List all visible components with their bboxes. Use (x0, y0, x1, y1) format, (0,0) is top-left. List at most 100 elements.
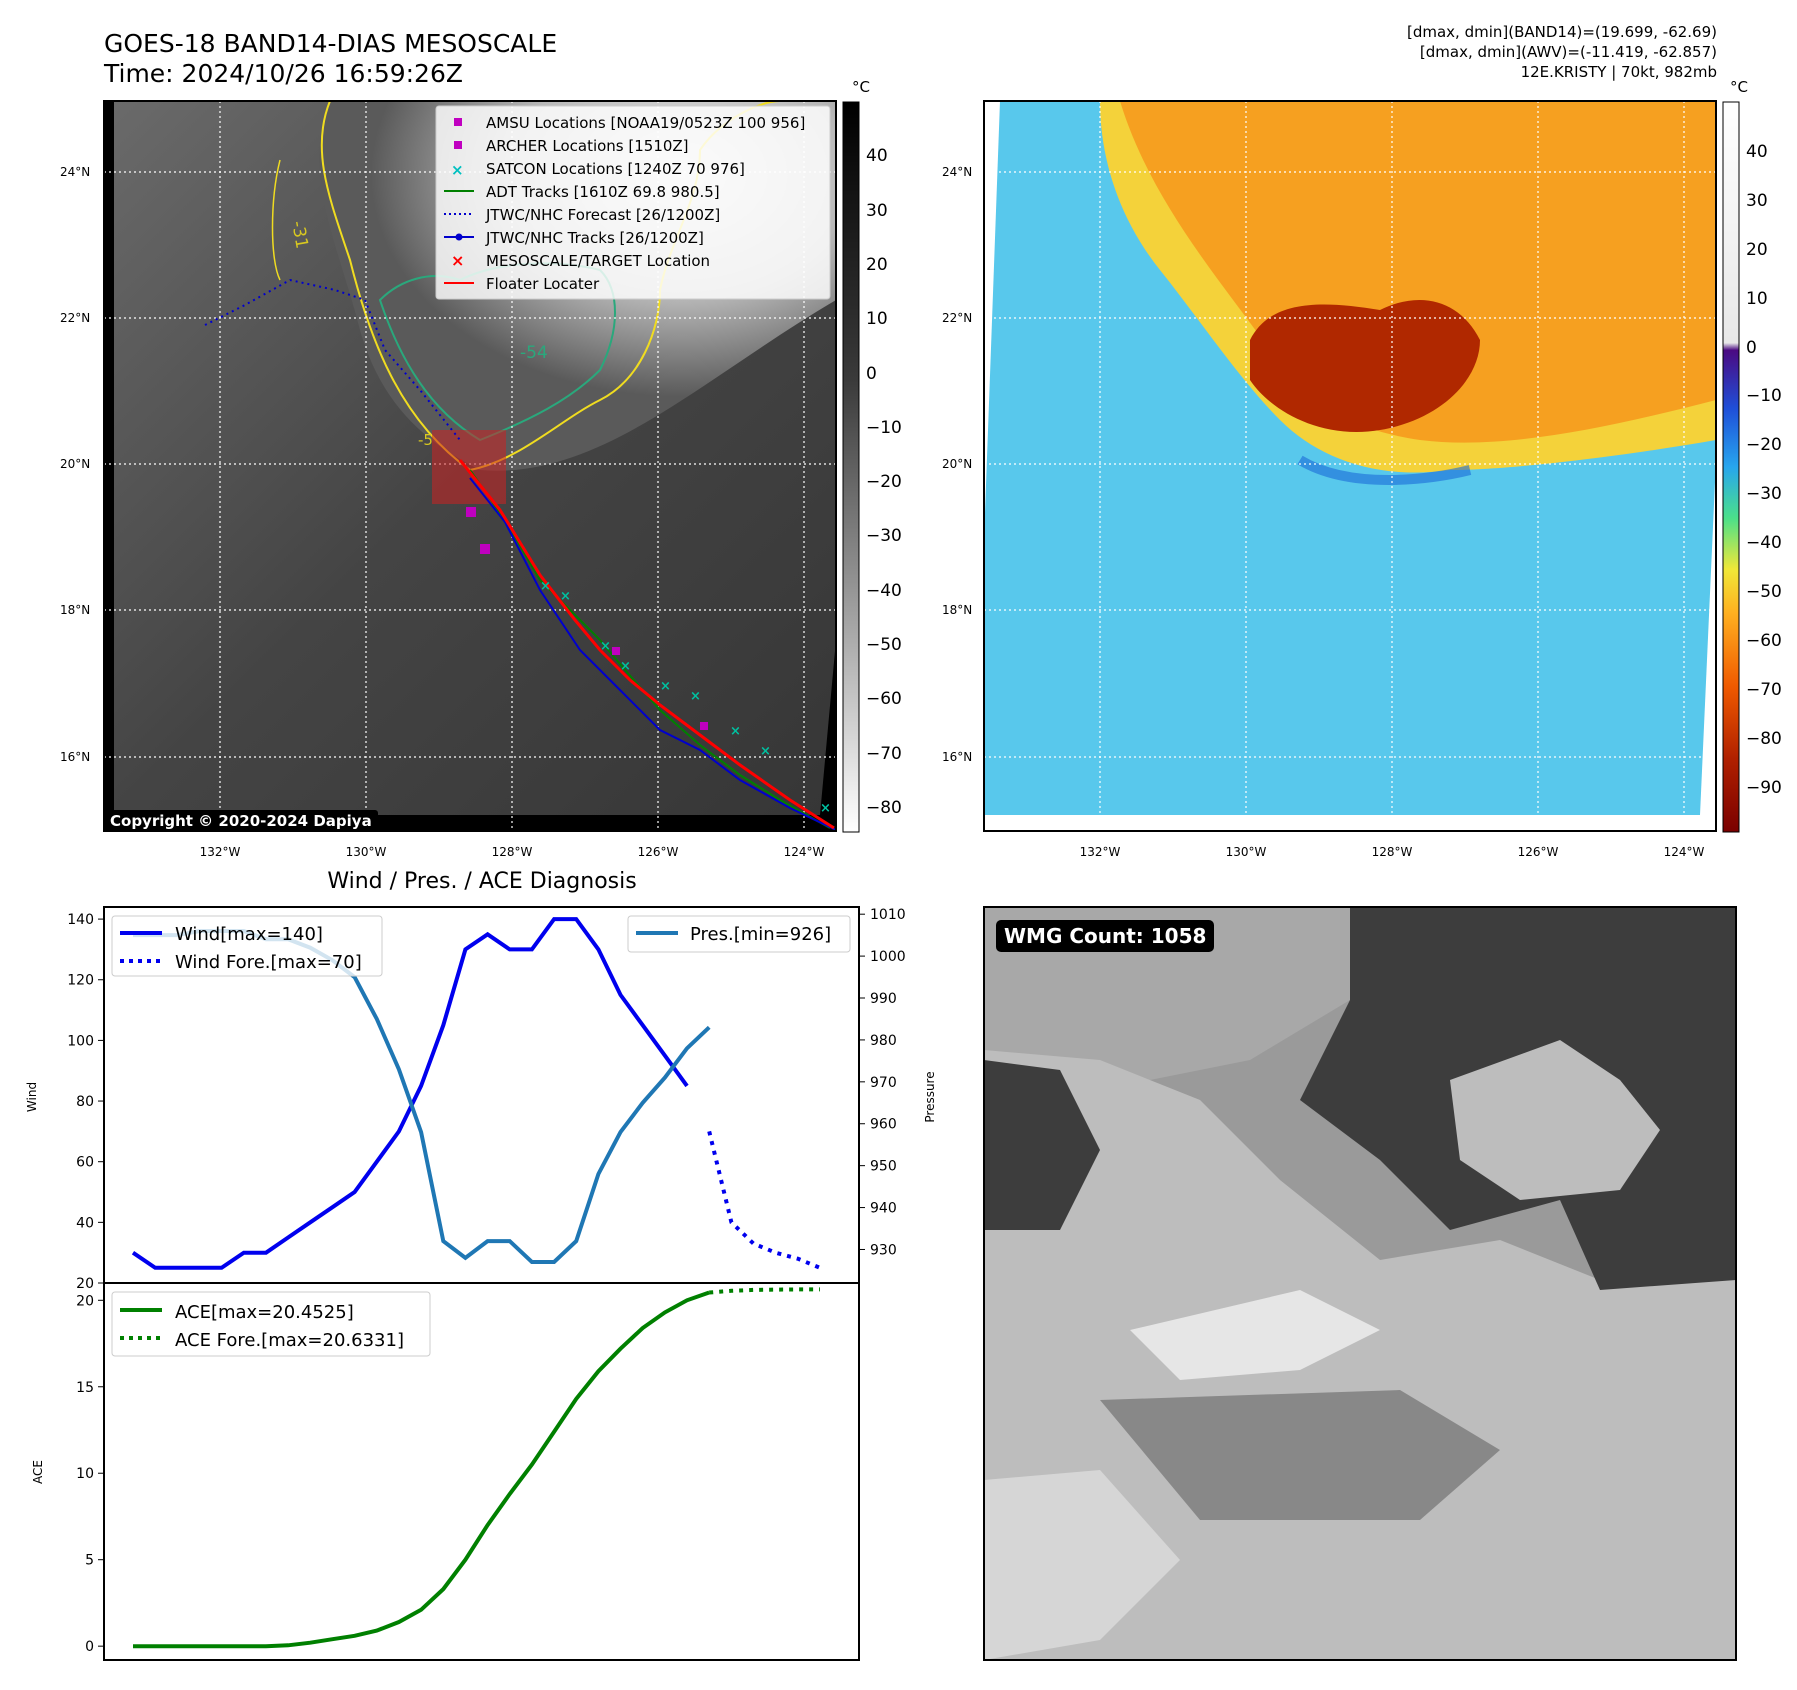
wmg-count-badge: WMG Count: 1058 (996, 920, 1215, 952)
pres-y-tick-label: 930 (870, 1242, 897, 1258)
wind-y-tick-label: 40 (76, 1215, 94, 1231)
figure-title: GOES-18 BAND14-DIAS MESOSCALE (104, 29, 558, 58)
pres-y-tick-label: 1010 (870, 907, 906, 923)
ir-tick: −20 (866, 472, 902, 492)
wv-tick: −70 (1746, 680, 1782, 700)
wv-colorbar-unit: °C (1730, 78, 1748, 96)
ir-tick: −30 (866, 526, 902, 546)
wv-gridlines (984, 101, 1716, 831)
legend-satcon: SATCON Locations [1240Z 70 976] (486, 160, 745, 178)
svg-text:×: × (760, 744, 771, 759)
pres-y-ticks: 930 940 950 960 970 980 990 1000 1010 (859, 907, 906, 1258)
copyright-badge: Copyright © 2020-2024 Dapiya (104, 810, 378, 832)
pres-y-tick-label: 980 (870, 1033, 897, 1049)
legend-mesoscale: MESOSCALE/TARGET Location (486, 252, 710, 270)
ir-colorbar: °C 40 30 20 10 0 −10 −20 −30 −40 −50 −60… (842, 78, 902, 833)
lon-124: 124°W (784, 845, 825, 859)
ir-tick: 20 (866, 255, 888, 275)
ir-tick: 40 (866, 146, 888, 166)
legend-archer: ARCHER Locations [1510Z] (486, 137, 689, 155)
ir-colorbar-unit: °C (852, 78, 870, 96)
ace-y-tick-label: 10 (76, 1466, 94, 1482)
legend-wind: Wind[max=140] (175, 924, 323, 945)
legend-forecast: JTWC/NHC Forecast [26/1200Z] (485, 206, 720, 224)
legend-amsu: AMSU Locations [NOAA19/0523Z 100 956] (486, 114, 805, 132)
svg-text:×: × (600, 639, 611, 654)
wind-y-tick-label: 120 (67, 973, 94, 989)
floater-track (458, 459, 835, 830)
ir-tick: −60 (866, 689, 902, 709)
contour-label-54: -54 (520, 343, 548, 363)
wv-tick: 10 (1746, 289, 1768, 309)
contour-label-31: -31 (287, 219, 312, 250)
wv-lat-16: 16°N (942, 750, 972, 764)
wind-y-tick-label: 20 (76, 1276, 94, 1292)
svg-text:×: × (660, 679, 671, 694)
jtwc-track (469, 477, 837, 831)
wv-lat-labels: 24°N 22°N 20°N 18°N 16°N (942, 165, 972, 764)
ace-chart: 0 5 10 15 20 ACE ACE[max=20.4525] ACE Fore.[… (31, 1282, 860, 1661)
pres-axis-label: Pressure (923, 1071, 937, 1122)
ir-tick: 10 (866, 309, 888, 329)
svg-text:×: × (730, 724, 741, 739)
wind-y-ticks: 20 40 60 80 100 120 140 (67, 912, 104, 1292)
legend-amsu-icon (454, 118, 462, 126)
figure-time: Time: 2024/10/26 16:59:26Z (104, 59, 463, 88)
pres-y-tick-label: 990 (870, 991, 897, 1007)
adt-track (469, 469, 831, 829)
wv-colorbar-ticks: 40 30 20 10 0 −10 −20 −30 −40 −50 −60 −7… (1746, 142, 1782, 798)
legend-pres: Pres.[min=926] (690, 924, 831, 945)
lat-22: 22°N (60, 311, 90, 325)
wv-tick: 40 (1746, 142, 1768, 162)
lon-126: 126°W (638, 845, 679, 859)
wv-lat-18: 18°N (942, 603, 972, 617)
wv-lon-132: 132°W (1080, 845, 1121, 859)
satcon-markers: × × × × × × × × × (540, 579, 831, 816)
svg-text:×: × (690, 689, 701, 704)
wind-pres-chart: 20 40 60 80 100 120 140 930 940 950 960 970 980 990 1… (25, 869, 937, 1292)
wv-lon-130: 130°W (1226, 845, 1267, 859)
series-ace (133, 1290, 710, 1649)
ir-lon-labels: 132°W 130°W 128°W 126°W 124°W (200, 845, 825, 859)
ir-tick: −50 (866, 635, 902, 655)
series-wind (131, 917, 689, 1270)
ace-axis-label: ACE (31, 1460, 45, 1484)
wv-map (983, 100, 1717, 832)
ir-gridlines (104, 101, 836, 831)
wv-tick: 0 (1746, 338, 1757, 358)
wv-lat-20: 20°N (942, 457, 972, 471)
wv-lon-128: 128°W (1372, 845, 1413, 859)
ace-y-ticks: 0 5 10 15 20 (76, 1293, 104, 1655)
legend-wind-fore: Wind Fore.[max=70] (175, 952, 362, 973)
ir-tick: 0 (866, 364, 877, 384)
wind-y-tick-label: 100 (67, 1033, 94, 1049)
ir-tick: −80 (866, 798, 902, 818)
legend-tracks: JTWC/NHC Tracks [26/1200Z] (485, 229, 704, 247)
pres-y-tick-label: 1000 (870, 949, 906, 965)
lon-128: 128°W (492, 845, 533, 859)
legend-floater: Floater Locater (486, 275, 600, 293)
legend-ace: ACE[max=20.4525] (175, 1302, 354, 1323)
wind-y-tick-label: 140 (67, 912, 94, 928)
pres-y-tick-label: 940 (870, 1201, 897, 1217)
wv-tick: −30 (1746, 484, 1782, 504)
lat-20: 20°N (60, 457, 90, 471)
wv-lon-126: 126°W (1518, 845, 1559, 859)
lat-18: 18°N (60, 603, 90, 617)
wind-y-tick-label: 60 (76, 1155, 94, 1171)
wv-tick: −90 (1746, 778, 1782, 798)
series-ace-fore (709, 1287, 820, 1295)
wv-tick: 20 (1746, 240, 1768, 260)
legend-archer-icon (454, 141, 462, 149)
legend-adt: ADT Tracks [1610Z 69.8 980.5] (486, 183, 720, 201)
pres-y-tick-label: 970 (870, 1075, 897, 1091)
ace-y-tick-label: 0 (85, 1639, 94, 1655)
ir-colorbar-ticks: 40 30 20 10 0 −10 −20 −30 −40 −50 −60 −7… (866, 146, 902, 818)
lat-24: 24°N (60, 165, 90, 179)
pres-y-tick-label: 950 (870, 1159, 897, 1175)
wv-lat-22: 22°N (942, 311, 972, 325)
wv-tick: −40 (1746, 533, 1782, 553)
floater-box (432, 430, 506, 504)
wv-tick: −50 (1746, 582, 1782, 602)
